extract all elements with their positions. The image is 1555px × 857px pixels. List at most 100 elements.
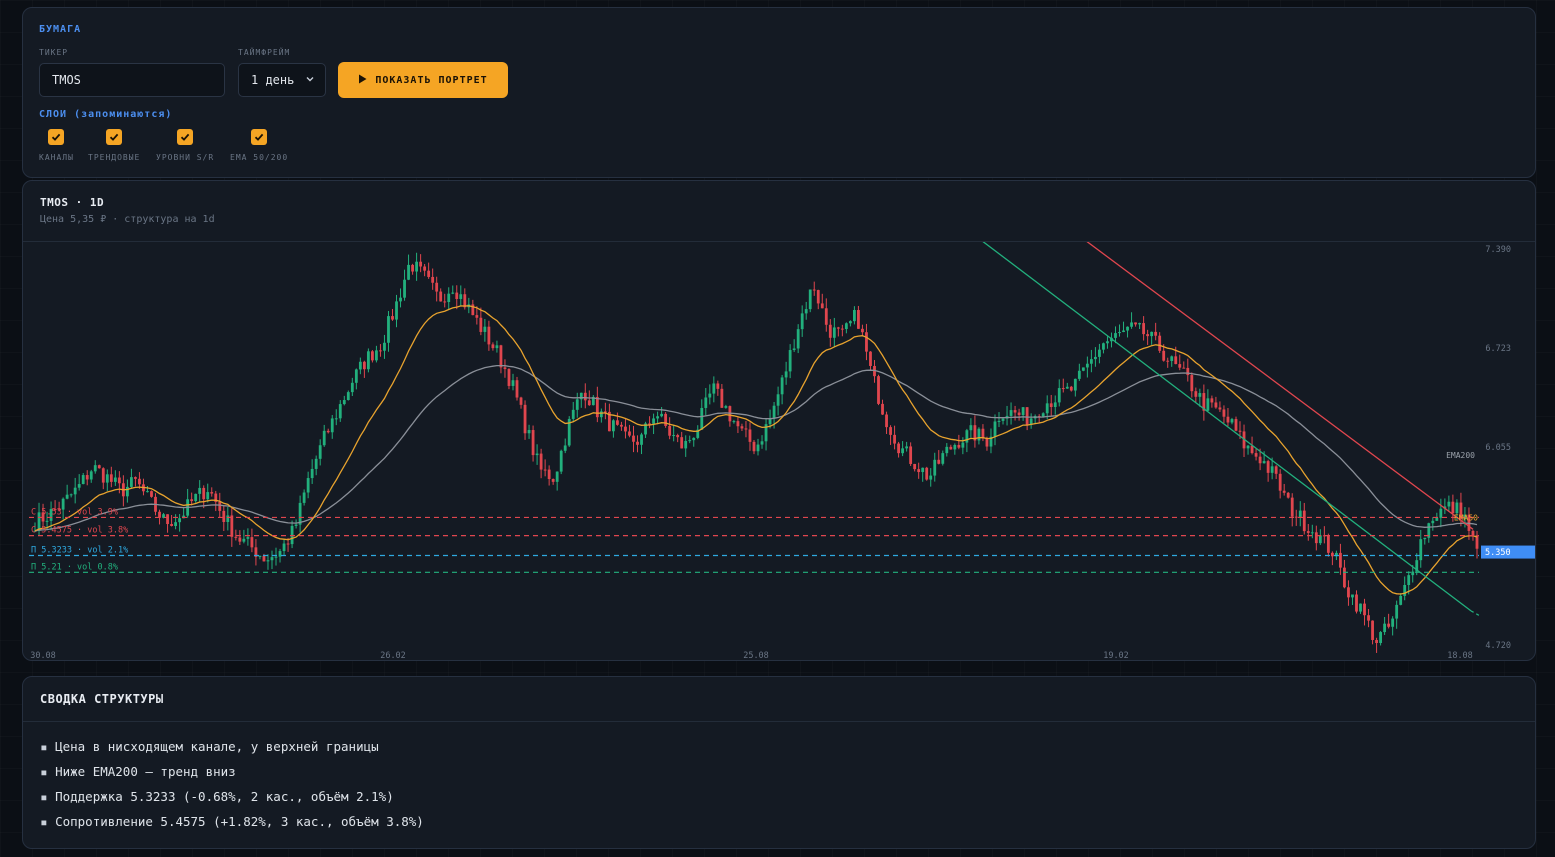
candle-body — [298, 502, 302, 525]
layer-toggle-sr-levels[interactable]: УРОВНИ S/R — [156, 129, 214, 162]
candle-body — [692, 437, 696, 441]
ema-checkbox[interactable] — [251, 129, 268, 145]
candle-body — [1073, 378, 1077, 391]
candle-body — [1274, 466, 1278, 474]
timeframe-value: 1 день — [251, 73, 295, 87]
candle-body — [73, 487, 77, 495]
candle-body — [130, 477, 133, 487]
chart-panel: TMOS · 1D Цена 5,35 ₽ · структура на 1d … — [22, 180, 1536, 661]
trendlines-checkbox[interactable] — [106, 129, 123, 145]
channels-checkbox[interactable] — [48, 129, 65, 145]
candle-body — [1367, 615, 1370, 621]
summary-item: Цена в нисходящем канале, у верхней гран… — [40, 737, 424, 762]
candle-body — [905, 446, 909, 449]
candle-body — [1118, 332, 1121, 334]
candle-body — [1375, 639, 1378, 644]
candle-body — [174, 522, 177, 526]
candle-body — [1246, 445, 1250, 449]
candle-body — [250, 537, 254, 548]
candle-body — [764, 424, 768, 442]
candle-body — [1439, 508, 1443, 518]
candle-body — [1142, 323, 1146, 335]
candle-body — [800, 313, 804, 330]
candle-body — [507, 369, 511, 386]
candle-body — [989, 436, 993, 447]
candle-body — [158, 511, 161, 518]
candle-body — [716, 383, 720, 389]
layer-toggle-ema[interactable]: EMA 50/200 — [230, 129, 288, 162]
candle-body — [616, 420, 619, 425]
candle-body — [696, 429, 700, 438]
candle-body — [342, 400, 346, 405]
candle-body — [1106, 341, 1109, 344]
candle-body — [455, 292, 459, 299]
candle-body — [1423, 537, 1427, 540]
candle-body — [1431, 520, 1435, 524]
ticker-input[interactable] — [39, 63, 225, 97]
candle-body — [612, 420, 615, 432]
candle-body — [1250, 445, 1254, 454]
candle-body — [1306, 531, 1310, 533]
candle-body — [519, 397, 523, 405]
candle-body — [246, 537, 250, 539]
sr-levels-checkbox[interactable] — [177, 129, 194, 145]
candle-body — [527, 430, 531, 434]
candle-body — [391, 316, 394, 320]
candle-body — [218, 501, 222, 511]
candle-body — [660, 413, 664, 417]
candle-body — [475, 315, 479, 318]
last-price-label: 5.350 — [1485, 548, 1511, 558]
candle-body — [242, 538, 246, 542]
candle-body — [1286, 492, 1290, 498]
candle-body — [523, 404, 527, 434]
candle-body — [941, 453, 945, 464]
layer-toggle-channels[interactable]: КАНАЛЫ — [39, 129, 74, 162]
candle-body — [366, 351, 370, 370]
sr-levels-label: УРОВНИ S/R — [156, 153, 215, 162]
level-label: С 5.53 · vol 3.9% — [31, 507, 118, 517]
channels-label: КАНАЛЫ — [39, 153, 74, 162]
candle-body — [447, 293, 451, 303]
candle-body — [1258, 456, 1262, 464]
candle-body — [563, 445, 567, 451]
level-label: П 5.21 · vol 0.8% — [31, 562, 118, 572]
candle-body — [362, 361, 366, 370]
summary-divider — [23, 721, 1535, 722]
candle-body — [1262, 461, 1266, 464]
candle-body — [1045, 403, 1049, 414]
candle-body — [69, 494, 73, 496]
candle-body — [688, 440, 692, 442]
candle-body — [326, 430, 330, 433]
candle-body — [1186, 367, 1190, 376]
candle-body — [375, 350, 378, 361]
candle-body — [1198, 393, 1202, 397]
candle-body — [1150, 331, 1154, 337]
candle-body — [656, 416, 659, 419]
candle-body — [865, 332, 868, 352]
candle-body — [435, 282, 439, 292]
candle-body — [555, 471, 559, 482]
candle-body — [1122, 330, 1125, 333]
price-chart[interactable]: С 5.53 · vol 3.9% С 5.4575 · vol 3.8% П 5.… — [23, 242, 1535, 660]
candle-body — [1021, 407, 1025, 416]
show-portrait-button[interactable]: ПОКАЗАТЬ ПОРТРЕТ — [338, 62, 508, 98]
summary-item: Ниже EMA200 — тренд вниз — [40, 762, 424, 787]
candle-body — [816, 290, 820, 304]
candle-body — [1379, 632, 1382, 644]
candle-body — [965, 430, 969, 443]
layer-toggle-trendlines[interactable]: ТРЕНДОВЫЕ — [88, 129, 140, 162]
candle-body — [383, 342, 386, 351]
candle-body — [1178, 364, 1182, 368]
candle-body — [1162, 350, 1166, 361]
candle-body — [772, 405, 776, 419]
candle-body — [893, 434, 896, 444]
candle-body — [206, 492, 210, 500]
candle-body — [937, 459, 941, 464]
candle-body — [824, 308, 828, 325]
candle-body — [1335, 552, 1338, 557]
candle-body — [1383, 623, 1387, 633]
candle-body — [832, 327, 836, 338]
check-icon — [254, 133, 264, 141]
timeframe-select[interactable]: 1 день — [238, 63, 326, 97]
chart-subtitle: Цена 5,35 ₽ · структура на 1d — [40, 214, 215, 225]
